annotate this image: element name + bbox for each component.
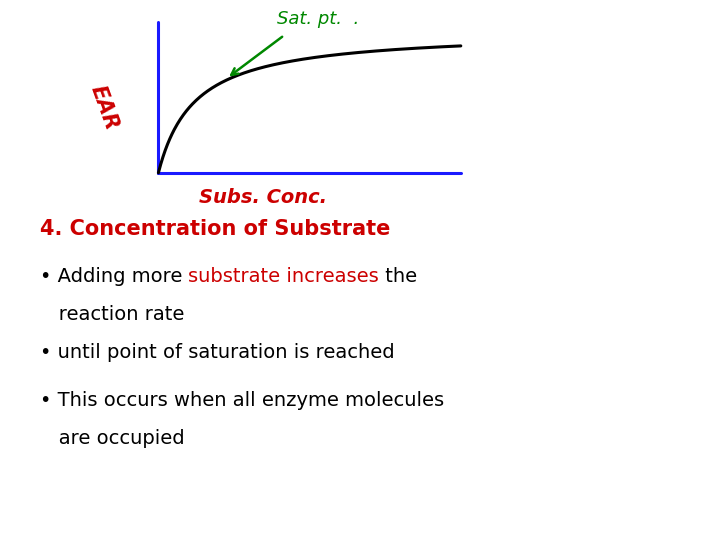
Text: • until point of saturation is reached: • until point of saturation is reached [40, 343, 395, 362]
Text: 4. Concentration of Substrate: 4. Concentration of Substrate [40, 219, 390, 239]
Text: are occupied: are occupied [40, 429, 184, 448]
Text: Sat. pt.  .: Sat. pt. . [277, 10, 359, 28]
Text: • Adding more: • Adding more [40, 267, 188, 286]
Text: the: the [379, 267, 417, 286]
Text: EAR: EAR [87, 83, 122, 133]
Text: reaction rate: reaction rate [40, 305, 184, 324]
Text: substrate increases: substrate increases [188, 267, 379, 286]
Text: • This occurs when all enzyme molecules: • This occurs when all enzyme molecules [40, 392, 444, 410]
Text: Subs. Conc.: Subs. Conc. [199, 187, 327, 207]
